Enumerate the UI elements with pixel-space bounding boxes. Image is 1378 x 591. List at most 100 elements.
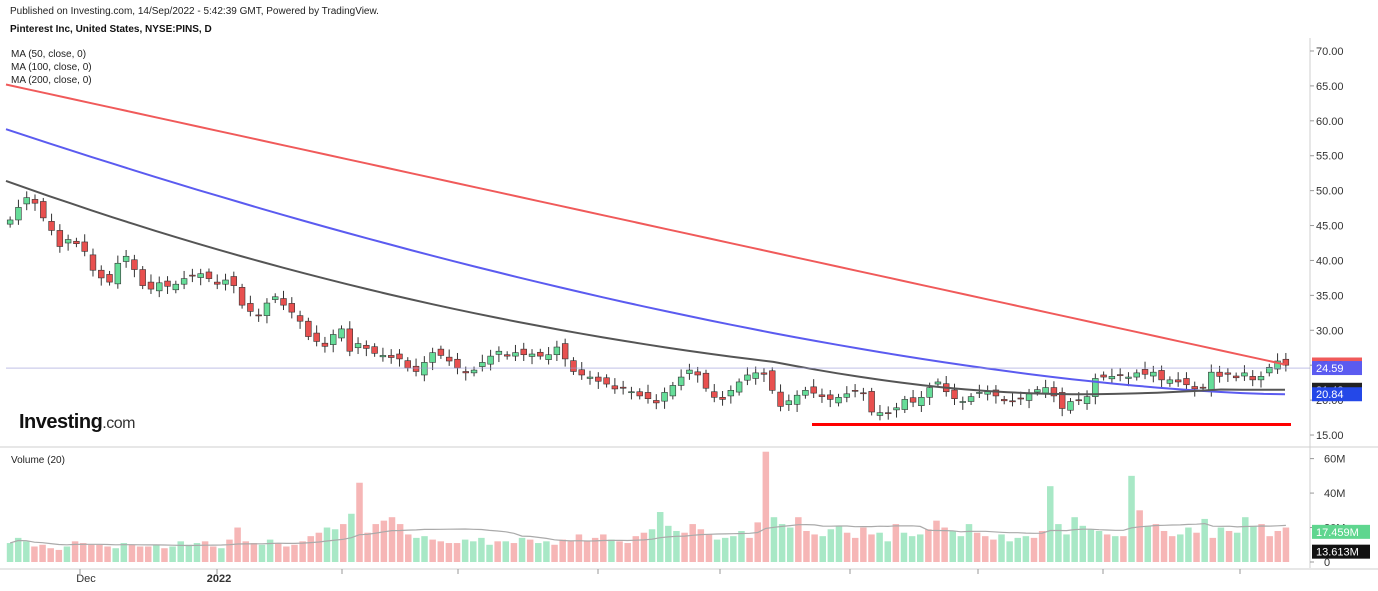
volume-bar <box>299 541 306 562</box>
candle-body <box>189 274 196 277</box>
price-tick-label: 45.00 <box>1316 221 1344 233</box>
volume-bar <box>274 543 282 562</box>
volume-bar <box>973 532 981 562</box>
ma100-line <box>5 128 1286 396</box>
ma50-legend[interactable]: MA (50, close, 0) <box>11 49 87 60</box>
volume-bar <box>551 544 558 562</box>
volume-bar <box>819 536 826 562</box>
volume-bar <box>778 524 786 562</box>
volume-bar <box>1047 486 1054 562</box>
candle-body <box>1001 399 1008 402</box>
candle-body <box>901 399 908 410</box>
candle-body <box>454 358 461 369</box>
volume-bar <box>47 548 54 562</box>
price-tick-label: 70.00 <box>1316 46 1344 58</box>
volume-bar <box>746 537 753 562</box>
volume-bar <box>900 532 908 562</box>
volume-bar <box>283 546 290 562</box>
candle-body <box>222 279 229 285</box>
candle-body <box>644 392 652 400</box>
volume-bar <box>1014 537 1022 562</box>
candle-body <box>926 387 933 398</box>
candle-body <box>1183 378 1190 386</box>
volume-bar <box>380 520 388 562</box>
candle-body <box>959 401 966 403</box>
candle-body <box>785 400 793 405</box>
volume-bar <box>405 534 412 562</box>
volume-bar <box>591 537 599 562</box>
volume-bar <box>795 517 802 562</box>
price-tick-label: 65.00 <box>1316 81 1344 93</box>
volume-bar <box>153 544 160 562</box>
volume-legend[interactable]: Volume (20) <box>11 455 65 466</box>
candle-body <box>313 332 320 342</box>
volume-bar <box>291 544 298 562</box>
volume-bar <box>567 541 575 562</box>
volume-bar <box>1120 536 1127 562</box>
candle-body <box>197 273 204 278</box>
candle-body <box>570 360 577 372</box>
candle-body <box>1108 376 1116 380</box>
volume-bar <box>575 534 583 562</box>
volume-bar <box>600 534 607 562</box>
volume-bar <box>1128 475 1135 562</box>
candle-body <box>23 197 30 205</box>
volume-bar <box>1160 530 1168 562</box>
candle-body <box>1266 366 1273 374</box>
volume-bar <box>884 541 891 562</box>
volume-bar <box>315 532 323 562</box>
volume-bar <box>1242 517 1249 562</box>
volume-bar <box>835 525 843 562</box>
volume-bar <box>925 529 932 562</box>
candle-body <box>512 352 519 357</box>
volume-bar <box>453 543 461 562</box>
volume-bar <box>673 530 680 562</box>
volume-bar <box>502 541 510 562</box>
volume-bar <box>88 544 95 562</box>
volume-bar <box>933 520 940 562</box>
volume-bar <box>1079 525 1087 562</box>
candle-body <box>412 365 420 372</box>
volume-bar <box>429 539 436 562</box>
volume-bar <box>730 536 737 562</box>
volume-bar <box>616 541 623 562</box>
candle-body <box>214 281 221 285</box>
candle-body <box>1083 396 1091 404</box>
last-price-badge-text: 24.59 <box>1316 363 1344 375</box>
volume-bar <box>697 529 705 562</box>
candle-body <box>73 240 80 244</box>
ma100-legend[interactable]: MA (100, close, 0) <box>11 62 92 73</box>
volume-bar <box>218 548 225 562</box>
candle-body <box>180 278 188 285</box>
candle-body <box>1100 374 1107 378</box>
candle-body <box>164 280 171 287</box>
ma200-legend[interactable]: MA (200, close, 0) <box>11 75 92 86</box>
volume-bar <box>843 532 851 562</box>
volume-bar <box>136 546 144 562</box>
candle-body <box>288 303 295 313</box>
volume-bar <box>624 543 631 562</box>
candle-body <box>230 276 238 286</box>
logo-suffix: .com <box>102 415 135 432</box>
candle-body <box>1092 378 1099 397</box>
time-tick-label: 2022 <box>207 573 231 585</box>
candle-body <box>6 219 14 225</box>
volume-bar <box>949 530 956 562</box>
candle-body <box>769 370 776 391</box>
candle-body <box>1133 372 1140 378</box>
candle-body <box>106 274 113 283</box>
volume-bar <box>307 536 314 562</box>
volume-ma-badge <box>1312 544 1370 559</box>
volume-bar <box>632 536 640 562</box>
candle-body <box>1058 392 1066 409</box>
volume-bar <box>364 532 371 562</box>
published-caption: Published on Investing.com, 14/Sep/2022 … <box>10 6 379 17</box>
candle-body <box>330 334 337 345</box>
candle-body <box>247 303 254 312</box>
volume-bar <box>1250 525 1257 562</box>
candle-body <box>1034 389 1041 393</box>
price-tick-label: 50.00 <box>1316 186 1344 198</box>
volume-bar <box>421 536 428 562</box>
candle-body <box>1232 375 1240 379</box>
